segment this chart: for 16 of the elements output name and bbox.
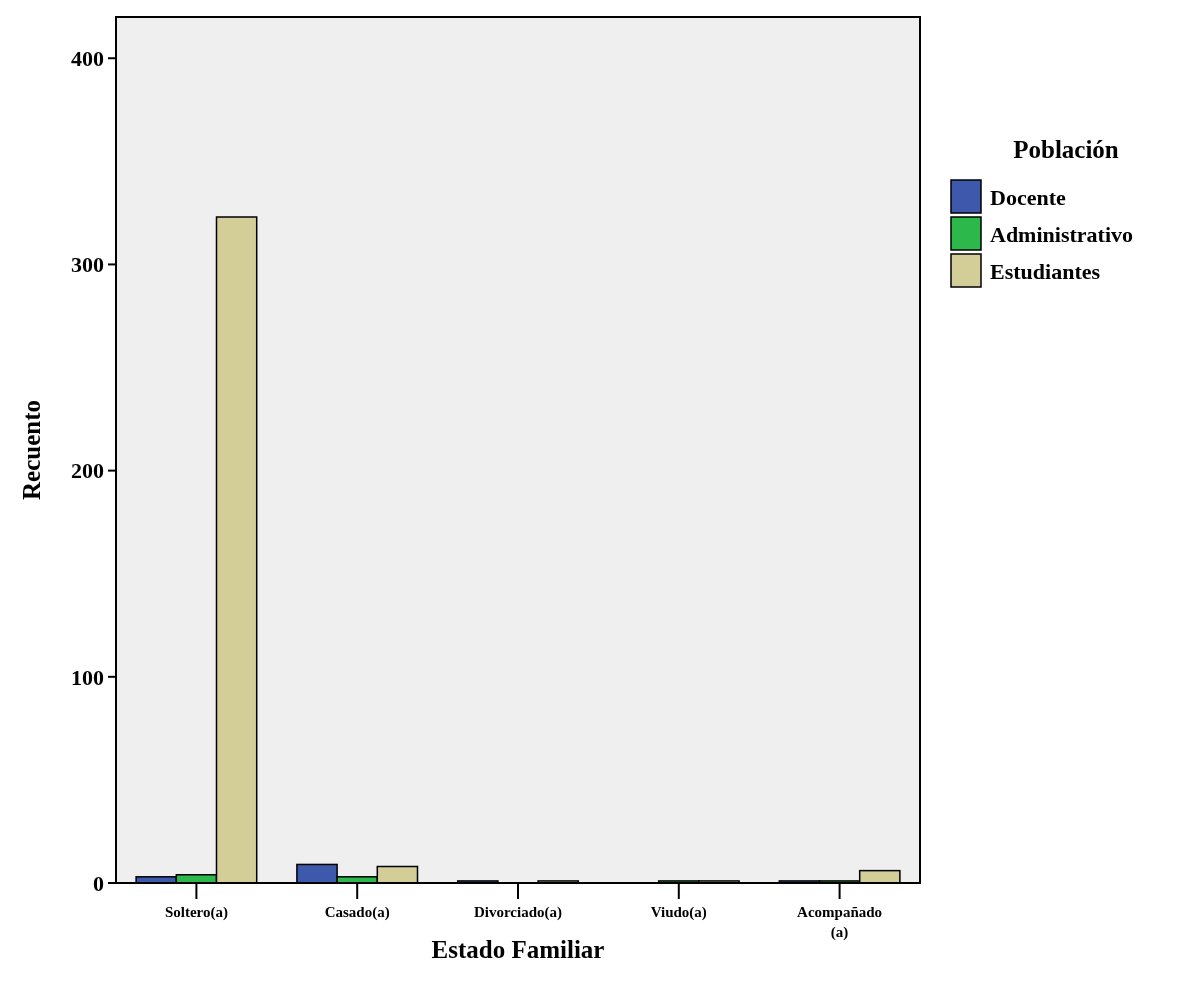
x-axis-title: Estado Familiar xyxy=(431,936,605,963)
y-tick-label: 0 xyxy=(93,870,104,896)
y-tick-label: 100 xyxy=(71,664,104,690)
legend-label: Docente xyxy=(990,184,1066,210)
x-tick-label: Acompañado (a) xyxy=(797,904,883,941)
y-tick-label: 400 xyxy=(71,45,104,71)
legend-label: Administrativo xyxy=(990,221,1133,247)
x-tick-label: Viudo(a) xyxy=(650,904,707,921)
y-tick-label: 300 xyxy=(71,252,104,278)
legend-label: Estudiantes xyxy=(990,258,1101,284)
x-tick-label: Casado(a) xyxy=(324,904,390,921)
y-tick-label: 200 xyxy=(71,458,104,484)
x-tick-label: Divorciado(a) xyxy=(473,904,563,921)
legend-title: Población xyxy=(1013,136,1119,163)
x-tick-label: Soltero(a) xyxy=(164,904,228,921)
y-axis-title: Recuento xyxy=(18,400,45,500)
